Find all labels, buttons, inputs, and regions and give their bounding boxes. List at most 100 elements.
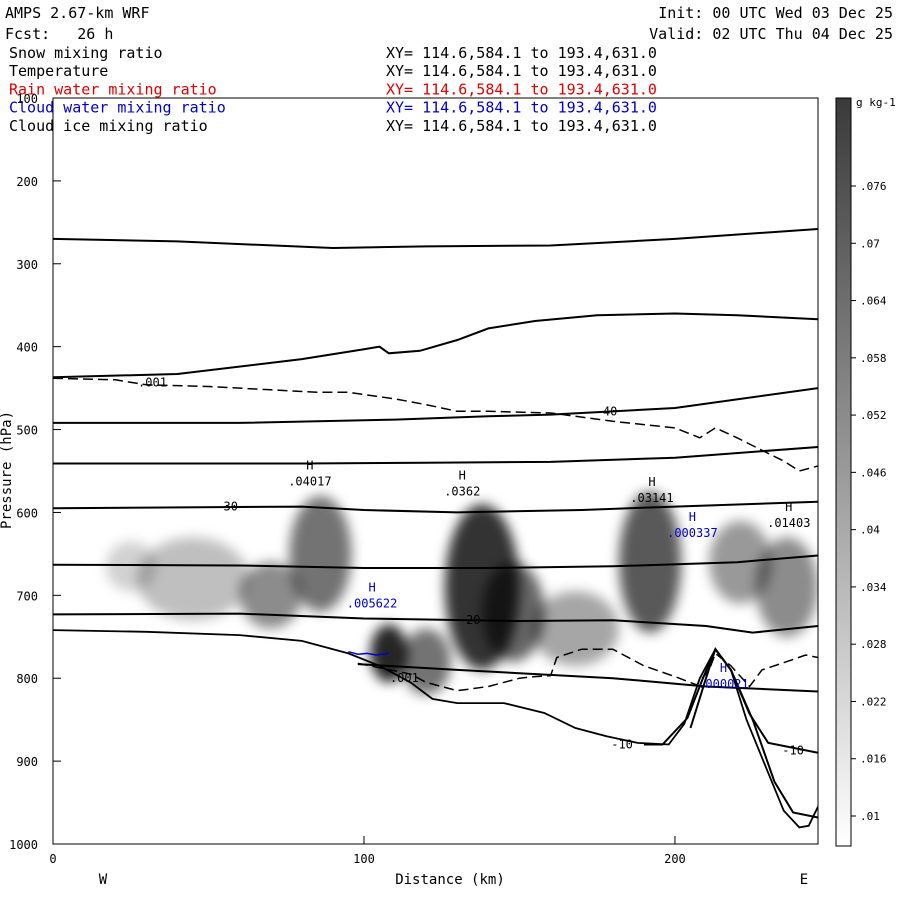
snow-shade-blob <box>755 537 818 637</box>
isotherm-label: -10 <box>782 743 804 757</box>
y-tick-label: 900 <box>16 755 38 769</box>
snow-shade-blob <box>401 628 452 695</box>
rain-water-line <box>357 648 818 692</box>
x-tick-label: 100 <box>353 852 375 866</box>
y-tick-label: 300 <box>16 258 38 272</box>
terrain-line <box>53 629 818 829</box>
isotherm-line <box>53 500 818 514</box>
colorbar-tick-label: .064 <box>860 295 887 308</box>
field-xy-range: XY= 114.6,584.1 to 193.4,631.0 <box>386 99 657 117</box>
field-name: Cloud ice mixing ratio <box>9 117 208 135</box>
isotherm-line <box>357 663 818 693</box>
snow-shade-blob <box>239 562 302 629</box>
snow-shade-blob <box>482 562 545 662</box>
y-axis-label: Pressure (hPa) <box>0 411 15 529</box>
y-tick-label: 200 <box>16 175 38 189</box>
maximum-marker: H <box>368 580 375 594</box>
colorbar-tick-label: .076 <box>860 180 887 193</box>
maximum-marker: H <box>785 500 792 514</box>
isotherm-label: -40 <box>596 404 618 418</box>
valid-time: Valid: 02 UTC Thu 04 Dec 25 <box>649 25 893 43</box>
maximum-marker: H <box>720 661 727 675</box>
terrain-surface <box>53 629 818 829</box>
x-tick-label: 200 <box>664 852 686 866</box>
west-label: W <box>99 872 108 888</box>
y-tick-label: 400 <box>16 341 38 355</box>
y-tick-label: 1000 <box>9 838 38 852</box>
maxima-labels: H .04017 H .0362 H .03141 H .01403 H .000337 H .005… <box>288 459 810 691</box>
maximum-marker: H <box>306 459 313 473</box>
snow-shade-blob <box>618 491 682 633</box>
field-name: Rain water mixing ratio <box>9 80 217 98</box>
east-label: E <box>800 872 808 888</box>
field-xy-range: XY= 114.6,584.1 to 193.4,631.0 <box>386 117 657 135</box>
colorbar-tick-label: .016 <box>860 753 887 766</box>
x-tick-label: 0 <box>49 852 56 866</box>
isotherm-line <box>53 554 818 569</box>
maximum-value: .01403 <box>767 516 810 530</box>
rain-water-label: .001 <box>390 671 419 685</box>
init-time: Init: 00 UTC Wed 03 Dec 25 <box>658 4 893 22</box>
colorbar-tick-label: .052 <box>860 409 887 422</box>
snow-shade-blob <box>289 495 352 612</box>
y-tick-label: 700 <box>16 589 38 603</box>
snow-shade-blob <box>531 591 619 666</box>
colorbar-ticks: .076 .07 .064 .058 .052 .046 .04 .034 .028 .022 .0… <box>851 180 887 823</box>
colorbar-tick-label: .028 <box>860 638 887 651</box>
maximum-value: .04017 <box>288 475 331 489</box>
maximum-marker: H <box>689 510 696 524</box>
colorbar-ramp <box>835 97 852 847</box>
maximum-value: .000337 <box>667 526 718 540</box>
header: AMPS 2.67-km WRF Fcst: 26 h Init: 00 UTC… <box>5 4 893 43</box>
isotherm-label: -30 <box>216 500 238 514</box>
rain-water-label: .001 <box>138 375 167 389</box>
colorbar-unit: g kg-1 <box>856 96 896 109</box>
x-axis-label: Distance (km) <box>395 872 505 888</box>
contour-labels: -40 -30 -20 -10 -10 .001 .001 <box>138 375 804 757</box>
plot-frame <box>52 97 819 845</box>
maximum-value: .0362 <box>444 485 480 499</box>
isotherm-line <box>643 647 818 754</box>
snow-shading <box>105 491 818 695</box>
field-name: Temperature <box>9 62 108 80</box>
snow-shade-blob <box>136 537 249 621</box>
rain-water-line <box>53 377 818 472</box>
model-title: AMPS 2.67-km WRF <box>5 4 150 22</box>
maximum-value: .005622 <box>347 596 398 610</box>
plot-area <box>53 228 818 829</box>
field-xy-range: XY= 114.6,584.1 to 193.4,631.0 <box>386 44 657 62</box>
isotherm-label: -20 <box>459 613 481 627</box>
x-axis-ticks: 0 100 200 <box>49 836 686 866</box>
colorbar-tick-label: .022 <box>860 695 887 708</box>
cloud-ice-line <box>348 650 389 656</box>
isotherm-line <box>53 612 818 634</box>
isotherm-label: -10 <box>611 738 633 752</box>
maximum-value: .03141 <box>630 491 673 505</box>
y-tick-label: 800 <box>16 672 38 686</box>
isotherm-line <box>53 387 818 424</box>
maximum-marker: H <box>648 475 655 489</box>
field-name: Cloud water mixing ratio <box>9 99 226 117</box>
isotherm-line <box>53 228 818 250</box>
colorbar-tick-label: .058 <box>860 352 887 365</box>
field-list: Snow mixing ratio XY= 114.6,584.1 to 193.… <box>9 44 657 135</box>
isotherm-line <box>53 312 818 379</box>
isotherm-contours <box>53 228 818 819</box>
y-tick-label: 600 <box>16 506 38 520</box>
cloud-ice-contour <box>348 650 389 656</box>
colorbar-tick-label: .034 <box>860 581 887 594</box>
rain-water-contours <box>53 377 818 692</box>
forecast-hour: Fcst: 26 h <box>5 25 113 43</box>
field-xy-range: XY= 114.6,584.1 to 193.4,631.0 <box>386 62 657 80</box>
y-tick-label: 100 <box>16 92 38 106</box>
field-xy-range: XY= 114.6,584.1 to 193.4,631.0 <box>386 80 657 98</box>
isotherm-line <box>689 647 818 819</box>
colorbar-tick-label: .046 <box>860 466 887 479</box>
colorbar-tick-label: .07 <box>860 237 880 250</box>
y-tick-label: 500 <box>16 424 38 438</box>
field-name: Snow mixing ratio <box>9 44 163 62</box>
maximum-marker: H <box>459 469 466 483</box>
colorbar-tick-label: .01 <box>860 810 880 823</box>
